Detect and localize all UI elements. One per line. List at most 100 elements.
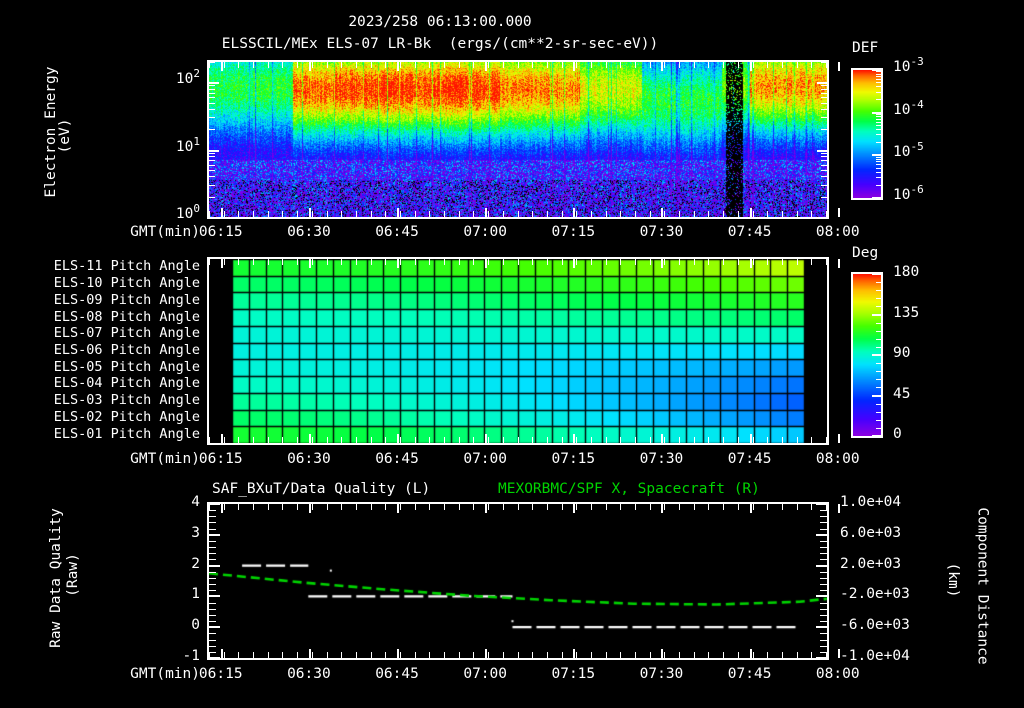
- def-colorbar-tick-label: 10-4: [893, 97, 924, 118]
- mid-panel-xtick: [679, 437, 681, 443]
- top-panel-xtick: [429, 211, 431, 217]
- top-panel-ytick: [821, 156, 827, 158]
- top-panel-xtick: [238, 62, 240, 68]
- deg-colorbar-minor-tick: [876, 411, 883, 413]
- bot-right-ytick-minor: [820, 633, 827, 635]
- mid-panel-xtick: [664, 437, 666, 443]
- pitch-angle-canvas: [209, 259, 827, 443]
- top-panel-xtick: [326, 211, 328, 217]
- bot-panel-xtick: [253, 652, 255, 658]
- bot-panel-xtick: [311, 504, 313, 510]
- top-panel-xtick: [488, 62, 490, 68]
- bot-panel-xtick-label: 08:00: [815, 666, 860, 682]
- top-panel-xtick: [649, 211, 651, 217]
- bot-panel-xtick: [605, 504, 607, 510]
- mid-panel-xtick-major: [837, 259, 840, 268]
- bot-panel-xtick: [517, 652, 519, 658]
- bot-panel-xtick: [781, 504, 783, 510]
- mid-panel-xtick-major: [308, 434, 311, 443]
- mid-panel-xtick-major: [397, 434, 400, 443]
- mid-panel-xtick: [253, 259, 255, 265]
- bot-panel-xtick: [811, 504, 813, 510]
- mid-panel-xtick: [297, 437, 299, 443]
- def-colorbar: [851, 68, 883, 200]
- top-panel-xtick: [679, 211, 681, 217]
- mid-panel-xtick-major: [573, 259, 576, 268]
- top-panel-ytick: [817, 149, 827, 152]
- top-panel-xtick: [209, 211, 210, 217]
- data-quality-canvas: [209, 504, 827, 658]
- bottom-ylabel-right-line2: (km): [945, 562, 961, 598]
- mid-panel-xtick: [620, 259, 622, 265]
- top-panel-xtick: [458, 62, 460, 68]
- bot-panel-xtick: [561, 504, 563, 510]
- bot-left-ytick-minor: [209, 608, 216, 610]
- mid-panel-xtick-label: 07:45: [727, 451, 772, 467]
- deg-colorbar-major-tick: [872, 435, 883, 437]
- bot-left-ytick-minor: [209, 584, 216, 586]
- bottom-ylabel-right-line1: Component Distance: [974, 507, 991, 665]
- mid-panel-xtick: [708, 437, 710, 443]
- top-panel-xtick: [752, 62, 754, 68]
- top-panel-xtick: [399, 211, 401, 217]
- top-panel-xtick-major: [220, 208, 223, 217]
- top-panel-xtick: [576, 62, 578, 68]
- top-panel-xtick: [311, 211, 313, 217]
- bot-panel-xtick: [605, 652, 607, 658]
- bot-panel-xtick: [414, 652, 416, 658]
- bot-panel-xtick: [546, 652, 548, 658]
- mid-panel-xtick: [649, 259, 651, 265]
- def-colorbar-tick-label: 10-3: [893, 55, 924, 75]
- bot-panel-xtick: [546, 504, 548, 510]
- bot-left-ytick-major: [209, 595, 220, 598]
- bottom-ylabel-left-units: (Raw): [58, 545, 88, 615]
- mid-panel-xtick-major: [485, 434, 488, 443]
- top-panel-xtick: [209, 62, 210, 68]
- bot-panel-xtick: [576, 652, 578, 658]
- top-panel-xtick: [297, 211, 299, 217]
- top-panel-ytick: [209, 196, 215, 198]
- bot-panel-xtick: [370, 504, 372, 510]
- top-panel-xtick: [664, 211, 666, 217]
- top-panel-ytick: [821, 129, 827, 131]
- deg-colorbar-tick-label: 45: [893, 385, 911, 402]
- def-colorbar-minor-tick: [876, 177, 883, 179]
- bot-panel-xtick: [664, 652, 666, 658]
- top-panel-xtick-label: 06:45: [375, 224, 419, 240]
- top-panel-xtick: [282, 62, 284, 68]
- mid-panel-xtick: [297, 259, 299, 265]
- def-colorbar-minor-tick: [876, 82, 883, 84]
- top-xaxis-label: GMT(min): [130, 224, 200, 240]
- mid-panel-xtick: [752, 259, 754, 265]
- bot-panel-xtick-major: [661, 649, 664, 658]
- mid-panel-xtick: [355, 437, 357, 443]
- bot-left-ytick-minor: [209, 614, 216, 616]
- top-panel-xtick: [370, 62, 372, 68]
- top-panel-ytick: [209, 117, 215, 119]
- mid-panel-xtick: [723, 259, 725, 265]
- mid-panel-xtick: [752, 437, 754, 443]
- bot-panel-xtick: [679, 652, 681, 658]
- top-panel-xtick: [517, 211, 519, 217]
- mid-panel-xtick-label: 07:15: [551, 451, 596, 467]
- bot-panel-xtick: [326, 652, 328, 658]
- bot-left-ytick-major: [209, 626, 220, 629]
- bot-right-ytick-minor: [820, 577, 827, 579]
- bot-panel-xtick: [502, 652, 504, 658]
- top-panel-xtick: [385, 211, 387, 217]
- top-panel-xtick: [502, 211, 504, 217]
- pitch-angle-row-label: ELS-09 Pitch Angle: [53, 291, 200, 308]
- bot-right-ytick-minor: [820, 547, 827, 549]
- bot-right-ytick-major: [816, 626, 827, 629]
- mid-panel-xtick: [781, 437, 783, 443]
- top-panel-xtick: [811, 211, 813, 217]
- mid-panel-xtick: [826, 259, 827, 265]
- def-colorbar-tick-label: 10-5: [893, 140, 924, 161]
- bot-panel-xtick-label: 06:30: [287, 666, 331, 682]
- deg-colorbar-title: Deg: [852, 245, 879, 261]
- deg-colorbar-major-tick: [872, 354, 883, 356]
- top-ylabel-units: (eV): [52, 110, 82, 170]
- bot-panel-xtick: [532, 652, 534, 658]
- mid-panel-xtick: [532, 259, 534, 265]
- bot-left-ytick-minor: [209, 547, 216, 549]
